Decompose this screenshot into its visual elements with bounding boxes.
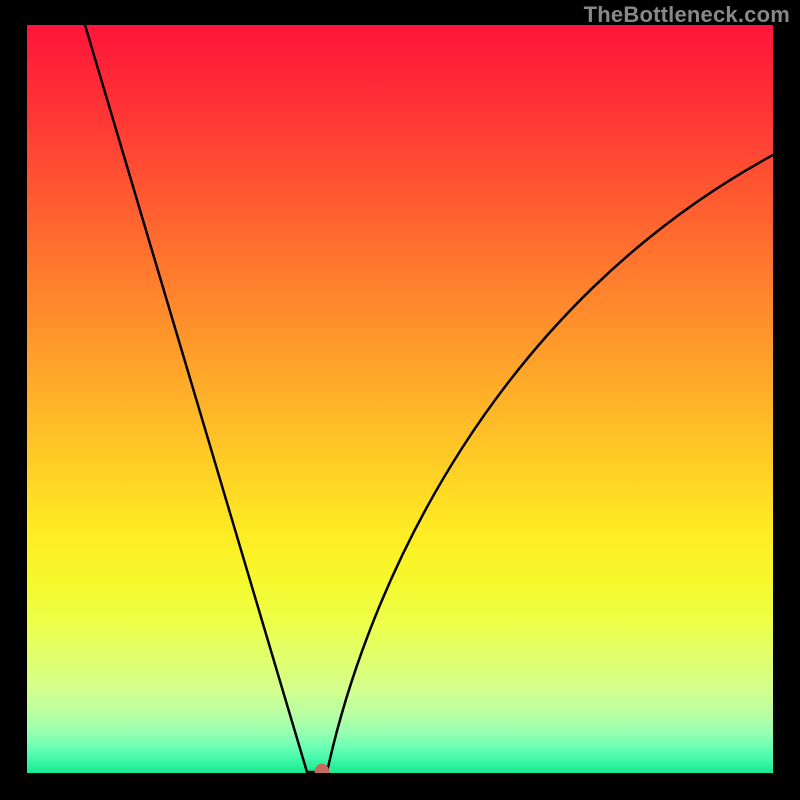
- watermark-text: TheBottleneck.com: [584, 2, 790, 28]
- plot-area: [27, 25, 773, 773]
- figure-frame: TheBottleneck.com: [0, 0, 800, 800]
- minimum-marker: [315, 764, 330, 774]
- bottleneck-curve: [27, 25, 773, 773]
- curve-line: [85, 25, 773, 772]
